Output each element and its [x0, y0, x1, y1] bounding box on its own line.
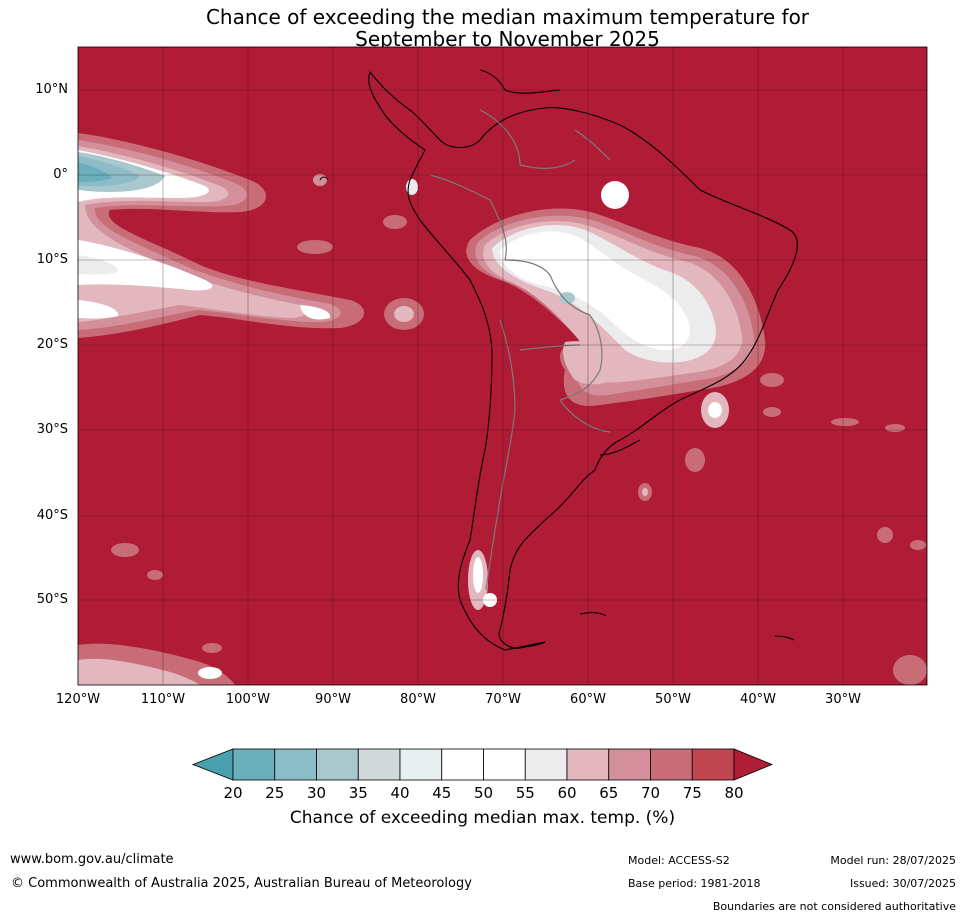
colorbar-tick-label: 20 [223, 784, 243, 802]
lat-label-10n: 10°N [35, 82, 68, 97]
base-period-text: Base period: 1981-2018 [628, 877, 761, 890]
lat-label-40s: 40°S [36, 508, 68, 523]
colorbar-bin-25-30 [274, 748, 317, 781]
colorbar-bin-35-40 [357, 748, 401, 781]
colorbar-above-max-extension [733, 748, 774, 781]
scattered-anomaly-spots [78, 174, 927, 685]
colorbar-bin-60-65 [566, 748, 610, 781]
patagonia-anomaly-region [468, 550, 497, 610]
colorbar-tick-label: 35 [348, 784, 368, 802]
lat-label-30s: 30°S [36, 422, 68, 437]
colorbar-bin-75-80 [691, 748, 735, 781]
lon-label-120w: 120°W [55, 692, 101, 707]
colorbar-bin-55-60 [524, 748, 568, 781]
lon-label-70w: 70°W [485, 692, 521, 707]
graticule [78, 47, 927, 685]
lon-label-60w: 60°W [570, 692, 606, 707]
map-frame [77, 46, 928, 686]
colorbar-tick-label: 65 [599, 784, 619, 802]
colorbar-tick-label: 60 [557, 784, 577, 802]
website-text: www.bom.gov.au/climate [10, 852, 174, 867]
lon-label-50w: 50°W [655, 692, 691, 707]
colorbar-bins [191, 748, 774, 781]
colorbar-below-min-extension [191, 748, 234, 781]
colorbar-bin-40-45 [399, 748, 443, 781]
model-run-text: Model run: 28/07/2025 [830, 854, 956, 867]
colorbar-tick-label: 40 [390, 784, 410, 802]
colorbar-bin-30-35 [316, 748, 359, 781]
map-title-line-2: September to November 2025 [355, 27, 660, 51]
lat-label-10s: 10°S [36, 252, 68, 267]
issued-text: Issued: 30/07/2025 [849, 877, 956, 890]
colorbar-tick-label: 80 [724, 784, 744, 802]
colorbar-bin-45-50 [441, 748, 484, 781]
colorbar-bin-20-25 [232, 748, 276, 781]
lon-label-40w: 40°W [740, 692, 776, 707]
colorbar-bin-65-70 [608, 748, 651, 781]
lon-label-30w: 30°W [825, 692, 861, 707]
colorbar-tick-label: 30 [306, 784, 327, 802]
map-background-above-80 [78, 47, 927, 685]
pacific-anomaly-region [78, 133, 365, 338]
lon-label-80w: 80°W [400, 692, 436, 707]
colorbar-tick-label: 25 [265, 784, 285, 802]
disclaimer-text: Boundaries are not considered authoritat… [712, 900, 956, 913]
lat-label-50s: 50°S [36, 592, 68, 607]
lat-label-0: 0° [53, 167, 68, 182]
colorbar-tick-label: 55 [515, 784, 535, 802]
colorbar-bin-50-55 [483, 748, 526, 781]
map-title-line-1: Chance of exceeding the median maximum t… [205, 5, 810, 29]
colorbar-bin-70-75 [650, 748, 693, 781]
lon-label-110w: 110°W [140, 692, 186, 707]
copyright-text: © Commonwealth of Australia 2025, Austra… [11, 876, 472, 891]
colorbar-tick-label: 70 [640, 784, 661, 802]
lon-label-100w: 100°W [225, 692, 271, 707]
colorbar-tick-label: 50 [473, 784, 494, 802]
colorbar-tick-label: 45 [432, 784, 452, 802]
brazil-anomaly-region [466, 181, 766, 428]
lon-label-90w: 90°W [315, 692, 351, 707]
forecast-map [77, 46, 928, 686]
colorbar-label: Chance of exceeding median max. temp. (%… [289, 808, 676, 828]
colorbar-tick-label: 75 [682, 784, 702, 802]
lat-label-20s: 20°S [36, 337, 68, 352]
model-text: Model: ACCESS-S2 [628, 854, 730, 867]
